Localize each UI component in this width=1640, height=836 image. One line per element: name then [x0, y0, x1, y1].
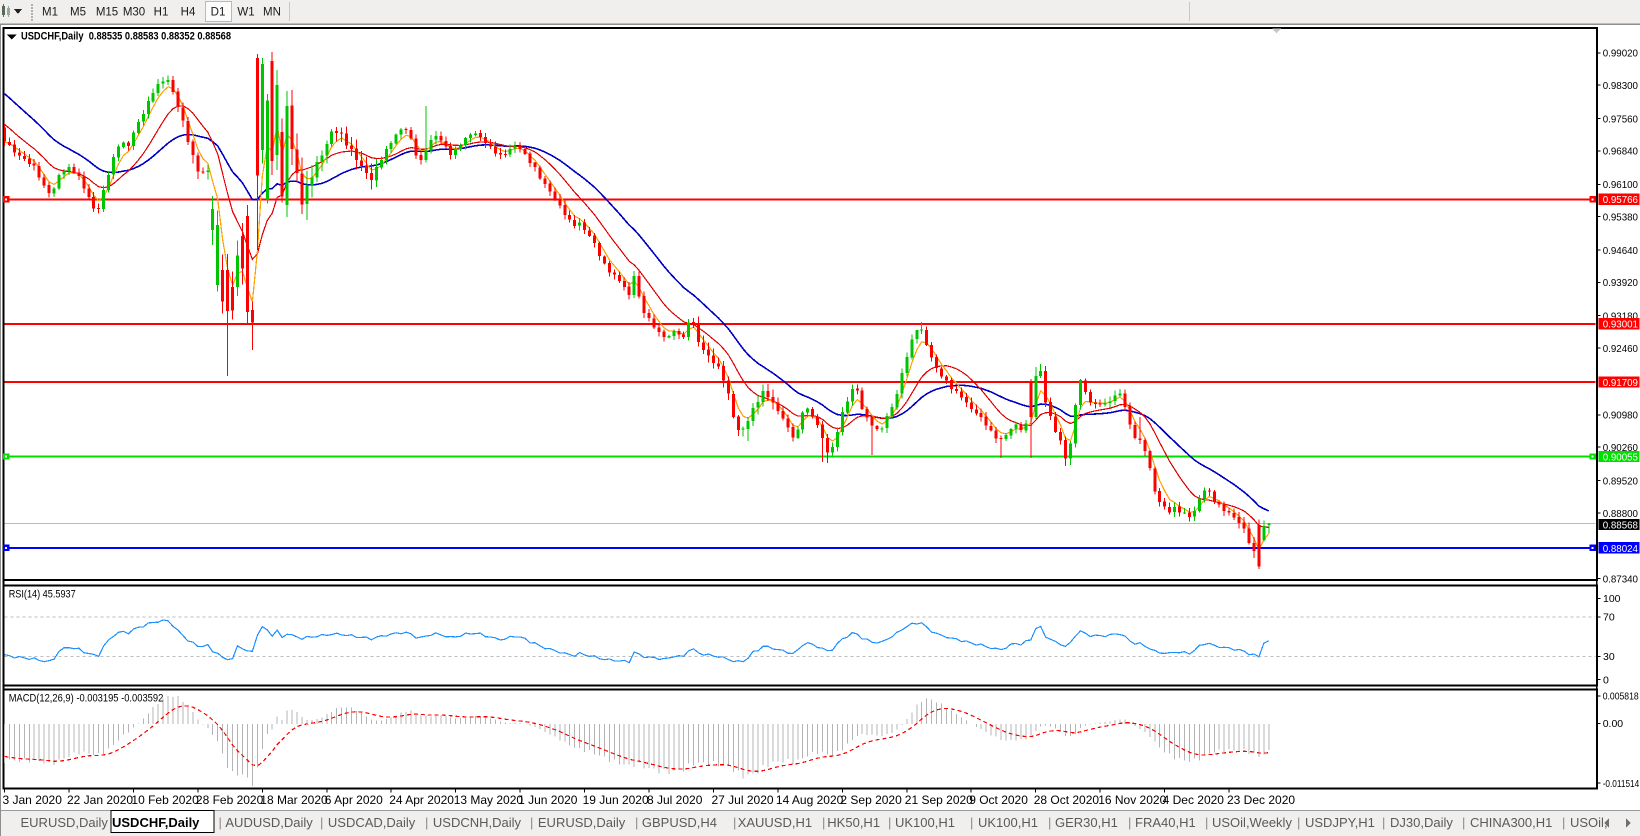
svg-text:70: 70 [1603, 612, 1615, 624]
svg-text:28 Feb 2020: 28 Feb 2020 [196, 793, 264, 807]
svg-text:0.99020: 0.99020 [1603, 48, 1638, 60]
svg-text:21 Sep 2020: 21 Sep 2020 [905, 793, 973, 807]
svg-text:|: | [1205, 815, 1208, 830]
svg-text:9 Oct 2020: 9 Oct 2020 [969, 793, 1028, 807]
svg-text:|: | [219, 815, 222, 830]
svg-text:USDCNH,Daily: USDCNH,Daily [433, 815, 522, 830]
svg-text:MN: MN [263, 7, 281, 19]
svg-text:0: 0 [1603, 674, 1609, 686]
svg-text:0.005818: 0.005818 [1603, 691, 1639, 703]
svg-text:30: 30 [1603, 651, 1615, 663]
svg-text:M30: M30 [123, 7, 145, 19]
svg-text:HK50,H1: HK50,H1 [827, 815, 880, 830]
svg-text:EURUSD,Daily: EURUSD,Daily [538, 815, 626, 830]
svg-text:|: | [1048, 815, 1051, 830]
svg-text:1 Jun 2020: 1 Jun 2020 [518, 793, 578, 807]
svg-text:USDCHF,Daily 0.88535 0.88583: USDCHF,Daily 0.88535 0.88583 0.88352 0.8… [21, 31, 231, 43]
svg-text:|: | [888, 815, 891, 830]
svg-text:FRA40,H1: FRA40,H1 [1135, 815, 1196, 830]
svg-text:USDCAD,Daily: USDCAD,Daily [328, 815, 416, 830]
svg-text:USOil,: USOil, [1570, 815, 1608, 830]
svg-text:3 Jan 2020: 3 Jan 2020 [3, 793, 63, 807]
svg-text:USDJPY,H1: USDJPY,H1 [1305, 815, 1375, 830]
svg-text:|: | [822, 815, 825, 830]
svg-text:0.97560: 0.97560 [1603, 113, 1638, 125]
svg-text:0.87340: 0.87340 [1603, 574, 1638, 586]
svg-text:|: | [1128, 815, 1131, 830]
svg-text:0.95380: 0.95380 [1603, 212, 1638, 224]
svg-text:28 Oct 2020: 28 Oct 2020 [1034, 793, 1100, 807]
svg-text:0.93001: 0.93001 [1603, 319, 1638, 331]
svg-text:USDCHF,Daily: USDCHF,Daily [112, 815, 200, 830]
svg-text:DJ30,Daily: DJ30,Daily [1390, 815, 1453, 830]
svg-text:4 Dec 2020: 4 Dec 2020 [1163, 793, 1225, 807]
svg-text:24 Apr 2020: 24 Apr 2020 [389, 793, 454, 807]
svg-text:0.90980: 0.90980 [1603, 410, 1638, 422]
svg-text:|: | [733, 815, 736, 830]
svg-text:18 Mar 2020: 18 Mar 2020 [260, 793, 328, 807]
svg-text:|: | [1562, 815, 1565, 830]
svg-text:13 May 2020: 13 May 2020 [454, 793, 524, 807]
svg-text:0.88024: 0.88024 [1603, 543, 1638, 555]
svg-text:0.98300: 0.98300 [1603, 80, 1638, 92]
svg-text:0.92460: 0.92460 [1603, 343, 1638, 355]
svg-text:0.91709: 0.91709 [1603, 377, 1638, 389]
svg-text:0.94640: 0.94640 [1603, 245, 1638, 257]
svg-text:MACD(12,26,9) -0.003195 -0.003: MACD(12,26,9) -0.003195 -0.003592 [9, 692, 164, 704]
svg-text:H4: H4 [181, 7, 196, 19]
svg-text:|: | [1382, 815, 1385, 830]
svg-text:14 Aug 2020: 14 Aug 2020 [776, 793, 844, 807]
svg-text:27 Jul 2020: 27 Jul 2020 [712, 793, 774, 807]
svg-text:|: | [1297, 815, 1300, 830]
svg-text:0.96840: 0.96840 [1603, 146, 1638, 158]
svg-text:|: | [320, 815, 323, 830]
svg-text:0.88568: 0.88568 [1603, 519, 1638, 531]
svg-text:0.95766: 0.95766 [1603, 194, 1638, 206]
svg-text:M15: M15 [96, 7, 118, 19]
svg-text:EURUSD,Daily: EURUSD,Daily [21, 815, 109, 830]
svg-text:|: | [425, 815, 428, 830]
svg-text:0.93920: 0.93920 [1603, 277, 1638, 289]
svg-text:0.89520: 0.89520 [1603, 475, 1638, 487]
svg-text:23 Dec 2020: 23 Dec 2020 [1227, 793, 1295, 807]
svg-text:0.00: 0.00 [1603, 718, 1624, 730]
svg-text:AUDUSD,Daily: AUDUSD,Daily [225, 815, 313, 830]
svg-text:10 Feb 2020: 10 Feb 2020 [131, 793, 199, 807]
svg-text:0.90055: 0.90055 [1603, 451, 1638, 463]
svg-text:|: | [1462, 815, 1465, 830]
svg-text:H1: H1 [154, 7, 169, 19]
svg-text:GER30,H1: GER30,H1 [1055, 815, 1118, 830]
svg-text:2 Sep 2020: 2 Sep 2020 [840, 793, 902, 807]
svg-text:UK100,H1: UK100,H1 [895, 815, 955, 830]
svg-text:22 Jan 2020: 22 Jan 2020 [67, 793, 133, 807]
svg-text:19 Jun 2020: 19 Jun 2020 [583, 793, 649, 807]
svg-text:M5: M5 [70, 7, 86, 19]
svg-text:6 Apr 2020: 6 Apr 2020 [325, 793, 383, 807]
svg-text:USOil,Weekly: USOil,Weekly [1212, 815, 1292, 830]
svg-text:GBPUSD,H4: GBPUSD,H4 [642, 815, 717, 830]
svg-text:100: 100 [1603, 593, 1621, 605]
svg-text:0.96100: 0.96100 [1603, 179, 1638, 191]
svg-text:D1: D1 [211, 7, 226, 19]
svg-text:UK100,H1: UK100,H1 [978, 815, 1038, 830]
svg-text:|: | [970, 815, 973, 830]
svg-text:CHINA300,H1: CHINA300,H1 [1470, 815, 1552, 830]
svg-text:RSI(14) 45.5937: RSI(14) 45.5937 [9, 589, 76, 601]
svg-text:M1: M1 [42, 7, 58, 19]
svg-text:W1: W1 [237, 7, 254, 19]
svg-text:0.88800: 0.88800 [1603, 508, 1638, 520]
svg-text:8 Jul 2020: 8 Jul 2020 [647, 793, 703, 807]
svg-text:16 Nov 2020: 16 Nov 2020 [1098, 793, 1166, 807]
svg-text:|: | [530, 815, 533, 830]
svg-text:|: | [635, 815, 638, 830]
svg-text:XAUUSD,H1: XAUUSD,H1 [738, 815, 812, 830]
svg-text:-0.011514: -0.011514 [1603, 778, 1640, 790]
